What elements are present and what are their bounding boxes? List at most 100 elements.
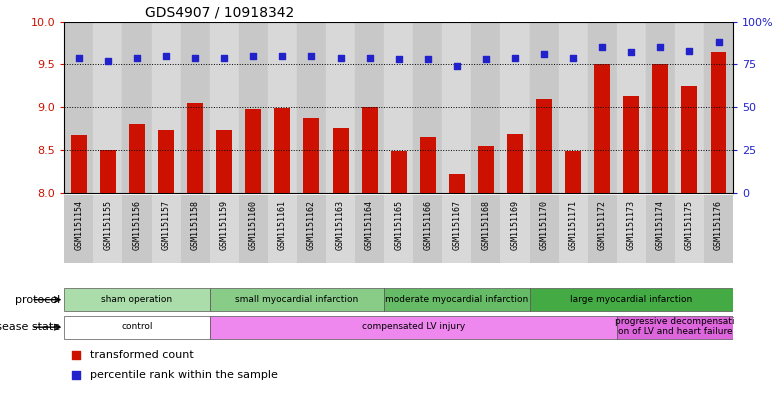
Text: GSM1151155: GSM1151155: [103, 200, 112, 250]
Point: [305, 53, 318, 59]
Bar: [529, 195, 558, 263]
Bar: [216, 130, 232, 193]
Bar: [239, 22, 268, 193]
Bar: [93, 195, 122, 263]
Point: [160, 53, 172, 59]
Bar: [180, 22, 209, 193]
Bar: [297, 195, 326, 263]
Bar: [500, 22, 529, 193]
Text: GSM1151173: GSM1151173: [626, 200, 636, 250]
Bar: [617, 316, 733, 339]
Bar: [245, 109, 261, 193]
Bar: [413, 22, 442, 193]
Bar: [303, 118, 319, 193]
Bar: [64, 288, 209, 311]
Point: [363, 54, 376, 61]
Text: GSM1151166: GSM1151166: [423, 200, 432, 250]
Bar: [471, 195, 500, 263]
Text: GSM1151170: GSM1151170: [539, 200, 549, 250]
Bar: [617, 22, 646, 193]
Bar: [122, 22, 151, 193]
Text: GSM1151168: GSM1151168: [481, 200, 491, 250]
Bar: [93, 22, 122, 193]
Bar: [64, 195, 93, 263]
Bar: [646, 22, 675, 193]
Bar: [384, 195, 413, 263]
Bar: [675, 22, 704, 193]
Bar: [500, 195, 529, 263]
Bar: [478, 145, 494, 193]
Bar: [355, 22, 384, 193]
Bar: [71, 135, 87, 193]
Text: compensated LV injury: compensated LV injury: [361, 322, 465, 331]
Text: GSM1151165: GSM1151165: [394, 200, 403, 250]
Bar: [471, 22, 500, 193]
Bar: [675, 195, 704, 263]
Bar: [151, 195, 180, 263]
Point: [70, 352, 82, 358]
Point: [102, 58, 114, 64]
Text: protocol: protocol: [15, 295, 60, 305]
Bar: [704, 22, 733, 193]
Text: GSM1151160: GSM1151160: [249, 200, 258, 250]
Point: [73, 54, 85, 61]
Point: [712, 39, 724, 45]
Bar: [239, 195, 268, 263]
Bar: [274, 108, 290, 193]
Text: small myocardial infarction: small myocardial infarction: [235, 295, 358, 304]
Bar: [442, 22, 471, 193]
Bar: [646, 195, 675, 263]
Bar: [390, 151, 407, 193]
Text: GSM1151167: GSM1151167: [452, 200, 461, 250]
Text: GSM1151174: GSM1151174: [656, 200, 665, 250]
Text: GSM1151159: GSM1151159: [220, 200, 229, 250]
Bar: [413, 195, 442, 263]
Bar: [268, 195, 297, 263]
Point: [451, 63, 463, 69]
Bar: [151, 22, 180, 193]
Point: [480, 56, 492, 62]
Bar: [268, 22, 297, 193]
Bar: [558, 22, 588, 193]
Text: GSM1151158: GSM1151158: [191, 200, 200, 250]
Text: GDS4907 / 10918342: GDS4907 / 10918342: [144, 5, 294, 19]
Bar: [588, 195, 617, 263]
Bar: [180, 195, 209, 263]
Bar: [326, 195, 355, 263]
Bar: [158, 130, 174, 193]
Bar: [64, 316, 209, 339]
Point: [70, 372, 82, 378]
Bar: [448, 174, 465, 193]
Bar: [384, 288, 529, 311]
Bar: [419, 137, 436, 193]
Bar: [529, 22, 558, 193]
Point: [189, 54, 201, 61]
Bar: [129, 124, 145, 193]
Text: GSM1151154: GSM1151154: [74, 200, 83, 250]
Bar: [652, 64, 668, 193]
Point: [334, 54, 347, 61]
Bar: [64, 22, 93, 193]
Text: GSM1151156: GSM1151156: [132, 200, 141, 250]
Bar: [594, 64, 610, 193]
Text: GSM1151169: GSM1151169: [510, 200, 520, 250]
Text: sham operation: sham operation: [101, 295, 172, 304]
Point: [625, 49, 637, 55]
Point: [596, 44, 608, 50]
Text: percentile rank within the sample: percentile rank within the sample: [89, 370, 278, 380]
Text: GSM1151162: GSM1151162: [307, 200, 316, 250]
Point: [247, 53, 260, 59]
Bar: [209, 195, 239, 263]
Bar: [558, 195, 588, 263]
Text: progressive decompensati
on of LV and heart failure: progressive decompensati on of LV and he…: [615, 317, 735, 336]
Bar: [122, 195, 151, 263]
Bar: [507, 134, 523, 193]
Text: GSM1151157: GSM1151157: [162, 200, 171, 250]
Text: GSM1151164: GSM1151164: [365, 200, 374, 250]
Text: large myocardial infarction: large myocardial infarction: [570, 295, 692, 304]
Point: [509, 54, 521, 61]
Point: [131, 54, 143, 61]
Bar: [529, 288, 733, 311]
Point: [392, 56, 405, 62]
Bar: [209, 22, 239, 193]
